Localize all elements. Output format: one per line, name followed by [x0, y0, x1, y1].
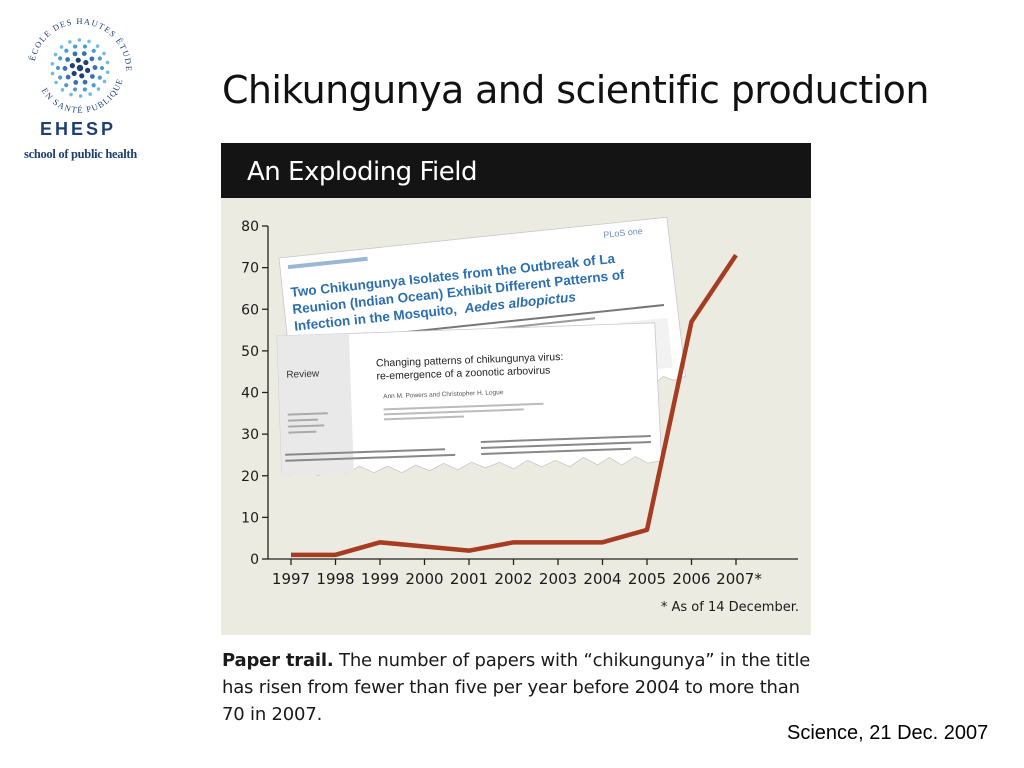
- logo-dot: [72, 51, 78, 57]
- logo-dot: [105, 70, 110, 75]
- ehesp-emblem-icon: ÉCOLE DES HAUTES ÉTUDES EN SANTÉ PUBLIQU…: [20, 12, 134, 115]
- x-tick-label: 2004: [583, 570, 621, 588]
- logo-dot: [85, 67, 91, 73]
- logo-dot: [82, 79, 88, 85]
- y-tick-label: 0: [250, 552, 259, 568]
- logo-dot: [64, 48, 69, 53]
- logo-dot: [65, 74, 71, 80]
- logo-dot: [58, 75, 63, 80]
- slide-title: Chikungunya and scientific production: [222, 68, 929, 112]
- chart-title: An Exploding Field: [247, 157, 477, 187]
- logo-dot: [96, 87, 101, 91]
- logo-dot: [89, 74, 95, 79]
- ehesp-logo: ÉCOLE DES HAUTES ÉTUDES EN SANTÉ PUBLIQU…: [18, 12, 178, 162]
- logo-dot: [73, 79, 79, 85]
- chart-footnote: * As of 14 December.: [661, 600, 799, 615]
- logo-dot: [81, 51, 87, 57]
- logo-dot: [62, 66, 68, 71]
- y-tick-label: 80: [241, 219, 259, 235]
- logo-dot: [75, 57, 81, 63]
- logo-dot: [59, 45, 64, 49]
- y-tick-labels: 0 10 20 30 40 50 60 70 80: [241, 219, 259, 568]
- logo-dot: [82, 87, 87, 92]
- logo-dot: [65, 57, 71, 62]
- logo-dot: [72, 87, 78, 92]
- y-tick-label: 30: [241, 427, 259, 443]
- logo-dot: [87, 39, 91, 44]
- figure-panel: An Exploding Field PLoS one Two Chikungu…: [221, 143, 811, 635]
- logo-dot: [68, 40, 72, 44]
- logo-dot: [97, 75, 102, 80]
- logo-subtitle: school of public health: [24, 147, 137, 161]
- x-tick-label: 1998: [316, 570, 354, 588]
- article-front-authors: Ann M. Powers and Christopher H. Logue: [383, 389, 504, 400]
- line-chart: PLoS one Two Chikungunya Isolates from t…: [241, 216, 799, 615]
- logo-dot: [78, 94, 83, 98]
- figure-header: An Exploding Field: [221, 143, 811, 198]
- logo-name: EHESP: [40, 119, 117, 139]
- logo-dot: [69, 92, 73, 97]
- logo-dot: [73, 44, 78, 49]
- article-section: Review: [286, 369, 320, 381]
- caption-lead: Paper trail.: [222, 650, 334, 671]
- logo-dot: [105, 60, 110, 65]
- logo-dot: [76, 64, 84, 72]
- logo-dot: [58, 56, 63, 61]
- x-tick-label: 2002: [494, 570, 532, 588]
- journal-logo: PLoS one: [603, 226, 643, 240]
- y-tick-label: 60: [241, 302, 259, 318]
- x-tick-label: 1997: [272, 570, 310, 588]
- logo-dot: [60, 88, 65, 92]
- logo-dot: [92, 65, 98, 70]
- article-front: Review Changing patterns of chikungunya …: [276, 322, 663, 477]
- logo-dot: [89, 56, 95, 62]
- source-citation: Science, 21 Dec. 2007: [787, 722, 989, 744]
- article-clippings: PLoS one Two Chikungunya Isolates from t…: [276, 216, 687, 477]
- x-tick-label: 2000: [405, 570, 443, 588]
- logo-dot: [55, 65, 61, 71]
- y-tick-label: 40: [241, 386, 259, 402]
- logo-dot: [69, 63, 75, 69]
- logo-dot: [53, 52, 58, 57]
- figure-caption: Paper trail. The number of papers with “…: [222, 647, 814, 728]
- logo-dot: [83, 59, 89, 66]
- chart-axes: [262, 225, 798, 565]
- logo-dot: [91, 83, 96, 88]
- x-tick-label: 2007*: [716, 570, 762, 588]
- logo-dot: [88, 92, 92, 96]
- logo-dot: [50, 61, 55, 66]
- y-tick-label: 20: [241, 469, 259, 485]
- x-tick-label: 1999: [361, 570, 399, 588]
- y-tick-label: 70: [241, 261, 259, 277]
- svg-text:ÉCOLE DES HAUTES ÉTUDES: ÉCOLE DES HAUTES ÉTUDES: [20, 12, 134, 72]
- x-tick-label: 2006: [672, 570, 710, 588]
- logo-dot: [77, 38, 82, 42]
- logo-dot: [91, 48, 96, 53]
- logo-dot: [71, 70, 77, 77]
- logo-dot: [95, 44, 100, 48]
- logo-dot: [54, 80, 58, 85]
- logo-dot: [102, 51, 106, 56]
- y-tick-label: 10: [241, 510, 259, 526]
- logo-dot: [79, 73, 85, 79]
- x-tick-labels: 1997 1998 1999 2000 2001 2002 2003 2004 2005 2006…: [272, 570, 762, 588]
- x-tick-label: 2003: [539, 570, 577, 588]
- x-tick-label: 2005: [628, 570, 666, 588]
- logo-dot: [82, 44, 88, 49]
- logo-dot: [64, 83, 69, 88]
- logo-dot: [97, 56, 102, 61]
- logo-dot: [50, 71, 55, 76]
- logo-dot: [99, 65, 105, 71]
- caption-text: The number of papers with “chikungunya” …: [222, 650, 811, 725]
- logo-dot: [102, 79, 107, 84]
- y-tick-label: 50: [241, 344, 259, 360]
- x-tick-label: 2001: [450, 570, 488, 588]
- chart-series: [290, 253, 738, 558]
